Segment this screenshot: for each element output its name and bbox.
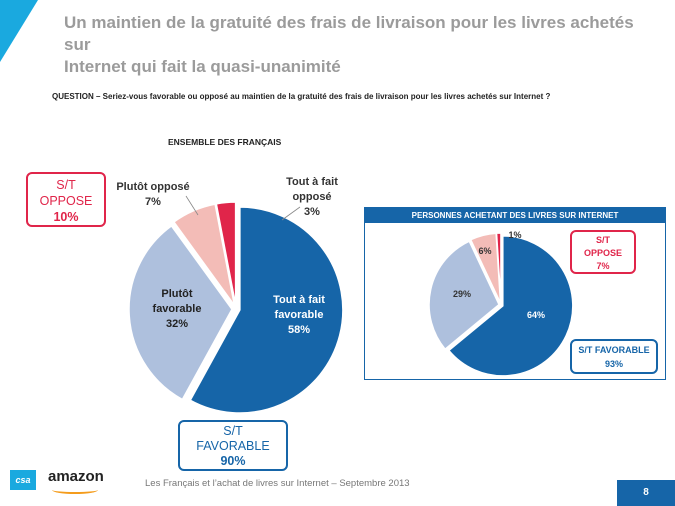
small-summary-oppose-value: 7%	[596, 261, 610, 271]
label-plutot-oppose: Plutôt opposé 7%	[108, 180, 198, 210]
summary-oppose-value: 10%	[53, 210, 79, 224]
amazon-logo: amazon	[48, 468, 104, 485]
footer-text: Les Français et l’achat de livres sur In…	[145, 478, 410, 489]
page-title: Un maintien de la gratuité des frais de …	[64, 12, 664, 78]
leader-line-0	[185, 195, 199, 216]
pie-slice-tout-fait-favorable	[189, 206, 344, 414]
small-summary-oppose-label: OPPOSE	[583, 248, 622, 258]
small-summary-favorable-box: S/T FAVORABLE 93%	[570, 339, 658, 374]
page-number: 8	[617, 480, 675, 506]
main-chart-title: ENSEMBLE DES FRANÇAIS	[168, 137, 282, 147]
label-plutot-oppose-name: Plutôt opposé	[116, 181, 190, 193]
small-label-6: 6%	[478, 246, 492, 256]
small-summary-oppose-st: S/T	[595, 235, 610, 245]
summary-favorable-st: S/T	[223, 424, 243, 438]
csa-logo: csa	[10, 470, 36, 490]
title-line-1: Un maintien de la gratuité des frais de …	[64, 13, 634, 54]
summary-oppose-box: S/T OPPOSE 10%	[26, 172, 106, 227]
pie-slice-tout-fait-favorable	[447, 235, 574, 377]
pie-slice-tout-fait-oppos-	[215, 201, 237, 306]
corner-decoration	[0, 0, 38, 62]
label-tout-oppose-line1: Tout à fait	[286, 176, 338, 188]
pie-slice-plut-t-favorable	[428, 240, 500, 351]
amazon-smile-icon	[52, 486, 98, 494]
label-tout-favorable-value: 58%	[287, 324, 311, 336]
summary-oppose-st: S/T	[56, 178, 76, 192]
small-label-64: 64%	[526, 310, 545, 320]
small-label-29: 29%	[452, 289, 471, 299]
internet-buyers-title: PERSONNES ACHETANT DES LIVRES SUR INTERN…	[365, 208, 665, 223]
pie-slice-plut-t-oppos-	[172, 203, 236, 306]
label-plutot-favorable-line1: Plutôt	[161, 288, 193, 300]
summary-favorable-label: FAVORABLE	[196, 439, 270, 453]
label-tout-favorable-line2: favorable	[274, 309, 324, 321]
summary-favorable-value: 90%	[220, 454, 246, 468]
pie-slice-tout-fait-oppos-	[495, 232, 502, 304]
label-tout-oppose-value: 3%	[304, 206, 320, 218]
question-text: QUESTION – Seriez-vous favorable ou oppo…	[52, 92, 551, 101]
summary-oppose-label: OPPOSE	[39, 194, 93, 208]
label-plutot-favorable-value: 32%	[165, 318, 189, 330]
title-line-2: Internet qui fait la quasi-unanimité	[64, 57, 341, 76]
small-summary-favorable-label: S/T FAVORABLE	[578, 345, 650, 355]
small-summary-favorable-value: 93%	[604, 359, 623, 369]
label-plutot-oppose-value: 7%	[145, 196, 161, 208]
pie-slice-plut-t-favorable	[128, 224, 233, 401]
label-tout-oppose: Tout à fait opposé 3%	[270, 175, 354, 220]
leader-line-1	[281, 206, 301, 221]
small-label-1: 1%	[508, 230, 522, 240]
label-tout-favorable-line1: Tout à fait	[273, 294, 325, 306]
label-plutot-favorable: Plutôt favorable 32%	[132, 287, 222, 332]
label-tout-oppose-line2: opposé	[292, 191, 332, 203]
small-summary-oppose-box: S/T OPPOSE 7%	[570, 230, 636, 274]
label-tout-favorable: Tout à fait favorable 58%	[254, 293, 344, 338]
label-plutot-favorable-line2: favorable	[152, 303, 202, 315]
summary-favorable-box: S/T FAVORABLE 90%	[178, 420, 288, 471]
